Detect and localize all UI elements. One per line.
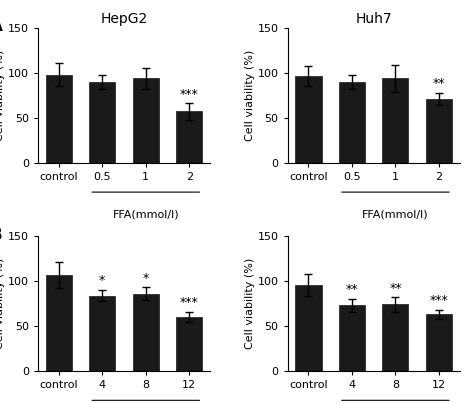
Text: FFA(mmol/l): FFA(mmol/l) <box>362 210 429 220</box>
Bar <box>339 305 365 371</box>
Bar <box>46 75 72 162</box>
Text: A: A <box>0 17 2 35</box>
Text: FFA(mmol/l): FFA(mmol/l) <box>112 210 179 220</box>
Text: **: ** <box>389 282 401 295</box>
Text: B: B <box>0 226 2 244</box>
Text: ***: *** <box>180 296 199 309</box>
Bar <box>89 82 115 162</box>
Bar <box>426 99 452 162</box>
Title: HepG2: HepG2 <box>100 12 147 26</box>
Y-axis label: Cell viability (%): Cell viability (%) <box>0 258 5 349</box>
Title: Huh7: Huh7 <box>356 12 392 26</box>
Bar <box>339 82 365 162</box>
Bar <box>176 112 202 162</box>
Bar <box>426 314 452 371</box>
Bar <box>383 78 409 162</box>
Text: ***: *** <box>180 88 199 101</box>
Text: *: * <box>99 274 105 287</box>
Text: **: ** <box>346 283 358 297</box>
Bar <box>295 76 321 162</box>
Y-axis label: Cell viability (%): Cell viability (%) <box>245 50 255 141</box>
Bar <box>383 305 409 371</box>
Bar <box>133 78 159 162</box>
Y-axis label: Cell viability (%): Cell viability (%) <box>0 50 5 141</box>
Text: ***: *** <box>429 294 448 307</box>
Text: **: ** <box>433 77 445 90</box>
Bar <box>46 275 72 371</box>
Bar <box>176 317 202 371</box>
Bar <box>89 295 115 371</box>
Bar <box>295 285 321 371</box>
Bar <box>133 294 159 371</box>
Text: *: * <box>143 272 149 285</box>
Y-axis label: Cell viability (%): Cell viability (%) <box>245 258 255 349</box>
